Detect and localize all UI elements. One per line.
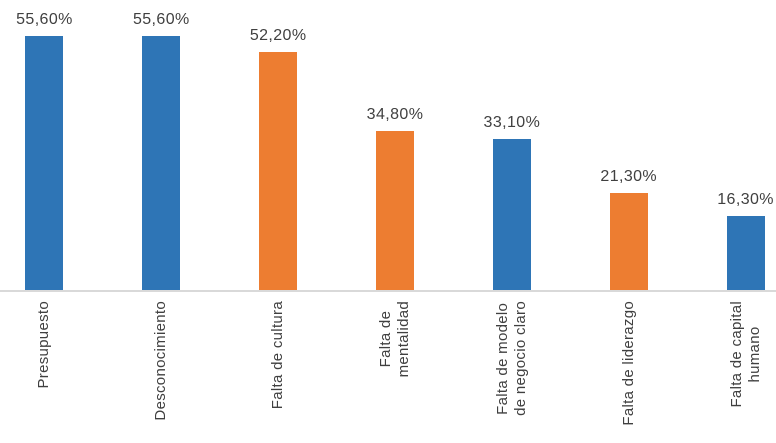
bar-6 — [609, 193, 648, 290]
bar-7 — [726, 216, 765, 290]
category-cell: Falta de cultura — [220, 301, 337, 441]
bar-value-label: 55,60% — [132, 11, 190, 28]
category-label: Falta de mentalidad — [377, 301, 412, 378]
bar-5 — [492, 139, 531, 290]
bar-value-label: 34,80% — [366, 106, 424, 123]
category-cell: Presupuesto — [0, 301, 103, 441]
bar-column-2: 55,60% — [103, 0, 220, 290]
bar-2 — [142, 36, 181, 290]
bar-value-label: 16,30% — [717, 191, 774, 208]
category-cell: Falta de liderazgo — [570, 301, 687, 441]
bar-value-label: 52,20% — [249, 27, 307, 44]
category-cell: Falta de modelo de negocio claro — [453, 301, 570, 441]
bar-column-3: 52,20% — [220, 0, 337, 290]
category-cell: Desconocimiento — [103, 301, 220, 441]
category-cell: Falta de capital humano — [687, 301, 776, 441]
plot-area: 55,60% 55,60% 52,20% 34,80% 33,10% 21,30% 16,3… — [0, 0, 776, 292]
category-label: Desconocimiento — [152, 301, 170, 421]
bar-column-4: 34,80% — [337, 0, 454, 290]
bar-value-label: 55,60% — [16, 11, 73, 28]
bar-column-5: 33,10% — [453, 0, 570, 290]
bar-value-label: 21,30% — [600, 168, 658, 185]
category-label: Falta de capital humano — [727, 301, 763, 408]
bar-column-6: 21,30% — [570, 0, 687, 290]
category-axis: Presupuesto Desconocimiento Falta de cultu… — [0, 292, 776, 441]
bar-3 — [259, 52, 298, 290]
category-cell: Falta de mentalidad — [337, 301, 454, 441]
bar-column-1: 55,60% — [0, 0, 103, 290]
category-label: Falta de modelo de negocio claro — [493, 301, 529, 416]
bar-value-label: 33,10% — [483, 114, 541, 131]
bar-column-7: 16,30% — [687, 0, 776, 290]
category-label: Falta de cultura — [269, 301, 287, 410]
bar-4 — [376, 131, 414, 290]
bar-1 — [25, 36, 64, 290]
category-label: Falta de liderazgo — [619, 301, 637, 426]
category-label: Presupuesto — [35, 301, 53, 389]
